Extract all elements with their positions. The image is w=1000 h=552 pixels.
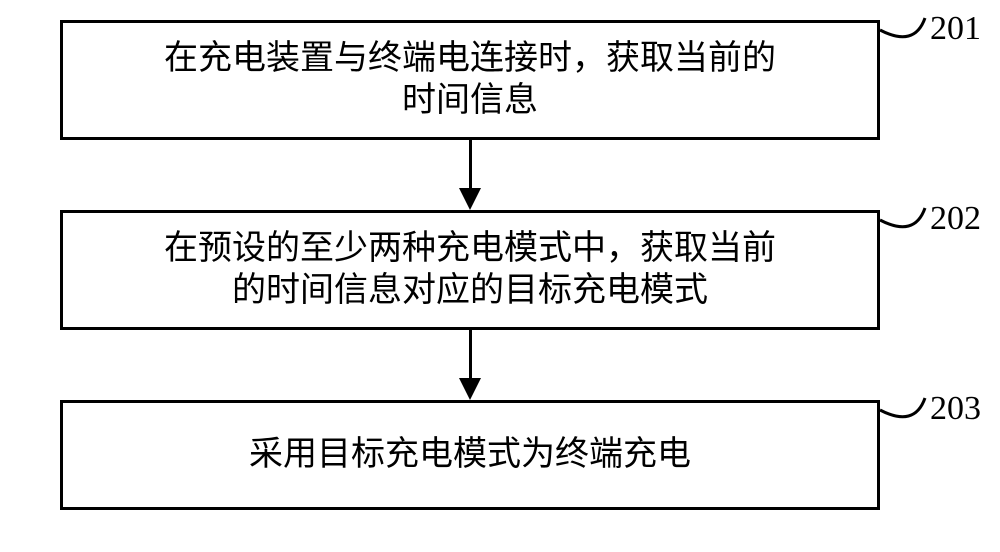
arrow-line <box>469 330 472 378</box>
flow-node-n2: 在预设的至少两种充电模式中，获取当前 的时间信息对应的目标充电模式 <box>60 210 880 330</box>
flow-node-text: 在充电装置与终端电连接时，获取当前的 时间信息 <box>164 38 776 123</box>
arrow-head-icon <box>459 378 481 400</box>
step-label-n1: 201 <box>930 10 981 48</box>
flow-node-n1: 在充电装置与终端电连接时，获取当前的 时间信息 <box>60 20 880 140</box>
flow-node-text: 采用目标充电模式为终端充电 <box>249 434 691 477</box>
flowchart-canvas: 在充电装置与终端电连接时，获取当前的 时间信息 201 在预设的至少两种充电模式中，… <box>0 0 1000 552</box>
leader-line <box>875 193 930 250</box>
leader-line <box>875 3 930 60</box>
flow-node-n3: 采用目标充电模式为终端充电 <box>60 400 880 510</box>
flow-node-text: 在预设的至少两种充电模式中，获取当前 的时间信息对应的目标充电模式 <box>164 228 776 313</box>
arrow-line <box>469 140 472 188</box>
step-label-n2: 202 <box>930 200 981 238</box>
leader-line <box>875 383 930 440</box>
arrow-head-icon <box>459 188 481 210</box>
step-label-n3: 203 <box>930 390 981 428</box>
